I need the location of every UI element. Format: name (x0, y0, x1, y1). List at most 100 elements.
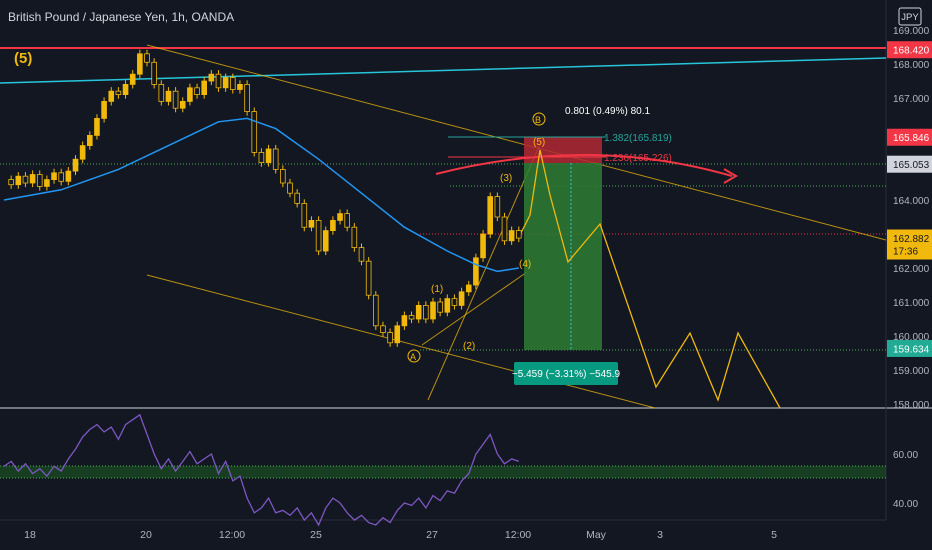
price-tag[interactable] (887, 155, 932, 173)
candle-body (458, 291, 465, 306)
price-tick-label: 169.000 (893, 26, 930, 37)
wave-label-2: (2) (463, 341, 475, 352)
wave-label-5: (5) (533, 137, 545, 148)
wave-label-b: B (535, 115, 541, 125)
price-tag[interactable] (887, 41, 932, 59)
measurement-badge[interactable] (514, 362, 618, 385)
time-tick-label: 5 (771, 529, 777, 541)
wave-channel-b[interactable] (421, 271, 528, 346)
candle-body (108, 90, 115, 102)
candle-body (244, 84, 250, 113)
candle-body (22, 175, 29, 184)
curved-arrow[interactable] (435, 154, 733, 177)
candle-body (94, 118, 100, 136)
time-tick-label: 27 (426, 529, 438, 541)
arrow-head-icon (723, 168, 738, 184)
candle-body (394, 325, 401, 344)
wave-a-circle (407, 349, 421, 363)
candle-body (151, 61, 157, 85)
time-axis[interactable]: 18 20 12:00 25 27 12:00 May 3 5 (24, 529, 777, 541)
candle-body (251, 111, 258, 153)
candle-body (401, 315, 408, 327)
short-target-zone[interactable] (524, 163, 602, 350)
price-tag[interactable] (887, 128, 932, 146)
rsi-band (0, 466, 886, 478)
candle-body (351, 226, 358, 248)
candle-body (44, 179, 50, 187)
candle-body (344, 213, 350, 228)
candles-group (8, 49, 522, 347)
candle-body (430, 301, 436, 320)
candle-body (387, 332, 393, 344)
time-tick-label: May (586, 529, 607, 541)
rsi-axis: 60.00 40.00 (893, 450, 918, 510)
candle-body (222, 77, 229, 89)
price-tick-label: 167.000 (893, 94, 930, 105)
candle-body (501, 216, 508, 242)
short-risk-zone[interactable] (524, 137, 602, 163)
moving-average-line[interactable] (3, 117, 519, 273)
currency-label: JPY (901, 12, 919, 23)
candle-body (165, 90, 172, 102)
candle-body (258, 151, 265, 163)
candle-body (330, 219, 336, 231)
candle-body (322, 230, 329, 252)
fib-level-1-text: 1.382(165.819) (604, 133, 672, 144)
candle-body (272, 148, 279, 170)
wave-channel-a[interactable] (427, 141, 542, 401)
candle-body (229, 77, 236, 90)
candle-body (15, 175, 22, 186)
rsi-tick-label: 60.00 (893, 450, 918, 461)
candle-body (451, 298, 458, 306)
channel-lower-line[interactable] (146, 274, 656, 409)
price-tag-value: 165.053 (893, 160, 930, 171)
candle-body (408, 315, 415, 320)
candle-body (122, 84, 129, 96)
candle-body (101, 101, 107, 119)
projection-zigzag[interactable] (519, 149, 781, 409)
chart-title: British Pound / Japanese Yen, 1h, OANDA (8, 10, 235, 24)
candle-body (308, 219, 315, 228)
wave-label-4: (4) (519, 259, 531, 270)
wave-b-circle (532, 112, 546, 126)
time-tick-label: 12:00 (219, 529, 245, 541)
wave-label-3: (3) (500, 173, 512, 184)
candle-body (315, 219, 322, 252)
candle-body (358, 247, 365, 262)
candle-body (265, 148, 272, 164)
wave-labels: (1) (2) (3) (4) (5) A B (407, 112, 546, 363)
rsi-tick-label: 40.00 (893, 499, 918, 510)
price-tag-countdown: 17:36 (893, 247, 918, 258)
currency-badge[interactable] (898, 7, 922, 26)
candle-body (179, 101, 186, 109)
wave-label-1: (1) (431, 284, 443, 295)
candle-body (287, 182, 293, 194)
price-tag-value: 162.882 (893, 234, 930, 245)
candle-body (137, 53, 143, 75)
candle-body (8, 179, 14, 186)
channel-upper-line[interactable] (146, 44, 887, 241)
candle-body (415, 304, 422, 320)
price-tag[interactable] (887, 339, 932, 357)
wave-label-a: A (410, 352, 416, 362)
measurement-bottom-text: −5.459 (−3.31%) −545.9 (512, 369, 621, 380)
candle-body (51, 172, 57, 181)
candle-body (172, 90, 179, 109)
time-tick-label: 20 (140, 529, 152, 541)
candle-body (58, 172, 64, 182)
candle-body (158, 84, 165, 102)
candle-body (72, 158, 79, 172)
candle-body (444, 298, 451, 313)
candle-body (372, 294, 379, 327)
candle-body (516, 230, 522, 239)
rsi-line[interactable] (3, 413, 520, 527)
cyan-trend-line[interactable] (0, 57, 887, 84)
candle-body (65, 170, 72, 182)
price-tag[interactable] (887, 229, 932, 260)
candle-body (337, 213, 343, 221)
price-tick-label: 164.000 (893, 196, 930, 207)
candle-body (380, 325, 386, 333)
time-tick-label: 18 (24, 529, 36, 541)
candle-body (508, 230, 515, 242)
